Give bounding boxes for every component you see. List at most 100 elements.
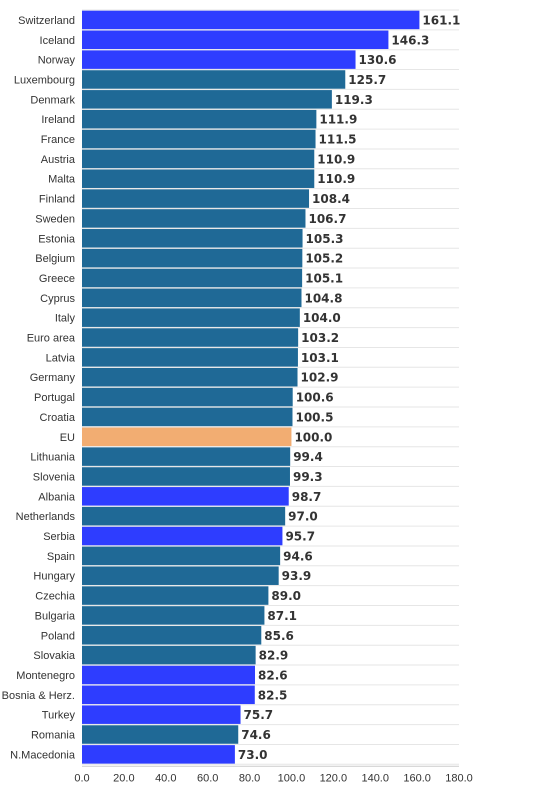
bar — [82, 506, 286, 526]
data-label: 82.9 — [259, 649, 289, 663]
x-tick-label: 40.0 — [155, 772, 176, 784]
category-label: Turkey — [42, 710, 76, 722]
category-label: Albania — [38, 491, 76, 503]
category-label: Netherlands — [16, 511, 76, 523]
category-label: Slovakia — [33, 650, 75, 662]
data-label: 100.5 — [295, 410, 333, 424]
bar — [82, 268, 303, 288]
x-tick-label: 100.0 — [278, 772, 306, 784]
data-label: 102.9 — [301, 371, 339, 385]
data-label: 110.9 — [317, 172, 355, 186]
bars — [82, 10, 420, 764]
category-label: Portugal — [34, 392, 75, 404]
category-label: Norway — [38, 55, 76, 67]
x-tick-label: 180.0 — [445, 772, 473, 784]
data-label: 95.7 — [285, 530, 315, 544]
data-label: 105.3 — [306, 232, 344, 246]
category-label: Iceland — [40, 35, 75, 47]
category-label: Slovenia — [33, 471, 76, 483]
data-label: 125.7 — [348, 73, 386, 87]
data-label: 93.9 — [282, 569, 312, 583]
bar — [82, 566, 279, 585]
data-label: 73.0 — [238, 748, 268, 762]
data-label: 106.7 — [308, 212, 346, 226]
category-label: EU — [60, 432, 75, 444]
data-label: 87.1 — [267, 609, 297, 623]
category-label: Austria — [41, 154, 76, 166]
bar — [82, 447, 291, 466]
category-label: Greece — [39, 273, 75, 285]
x-axis-ticks: 0.0 20.0 40.0 60.0 80.0 100.0 120.0 140.0 160.0 1… — [74, 772, 472, 784]
bar — [82, 407, 293, 427]
value-labels: 161.1 146.3 130.6 125.7 119.3 111.9 111.5 110.9… — [238, 13, 460, 761]
data-label: 85.6 — [264, 629, 294, 643]
bar — [82, 50, 356, 69]
data-label: 100.0 — [294, 430, 332, 444]
bar — [82, 109, 317, 129]
category-label: Serbia — [43, 531, 76, 543]
data-label: 110.9 — [317, 152, 355, 166]
x-tick-label: 160.0 — [403, 772, 431, 784]
data-label: 74.6 — [241, 728, 271, 742]
bar — [82, 665, 256, 685]
data-label: 103.1 — [301, 351, 339, 365]
data-label: 99.4 — [293, 450, 323, 464]
category-label: Switzerland — [18, 15, 75, 27]
data-label: 99.3 — [293, 470, 323, 484]
bar — [82, 90, 332, 109]
data-label: 105.1 — [305, 271, 343, 285]
bar — [82, 487, 289, 506]
x-tick-label: 0.0 — [74, 772, 89, 784]
category-label: Romania — [31, 730, 76, 742]
bar — [82, 606, 265, 625]
data-label: 105.2 — [305, 252, 343, 266]
data-label: 104.8 — [304, 291, 342, 305]
category-label: Poland — [41, 630, 75, 642]
x-tick-label: 140.0 — [361, 772, 389, 784]
data-label: 119.3 — [335, 93, 373, 107]
category-label: Estonia — [38, 233, 76, 245]
data-label: 82.5 — [258, 688, 288, 702]
bar — [82, 645, 256, 665]
category-label: Bulgaria — [35, 610, 76, 622]
data-label: 97.0 — [288, 510, 318, 524]
bar — [82, 129, 316, 149]
data-label: 161.1 — [422, 13, 460, 27]
data-label: 82.6 — [258, 668, 288, 682]
x-tick-label: 120.0 — [320, 772, 348, 784]
bar — [82, 288, 302, 308]
category-label: Italy — [55, 313, 76, 325]
bar — [82, 209, 306, 228]
category-label: Belgium — [35, 253, 75, 265]
category-label: Montenegro — [16, 670, 75, 682]
data-label: 94.6 — [283, 549, 313, 563]
bar — [82, 467, 290, 486]
bar — [82, 248, 303, 268]
bar — [82, 546, 281, 566]
category-label: N.Macedonia — [10, 749, 76, 761]
category-label: Hungary — [33, 571, 75, 583]
data-label: 98.7 — [292, 490, 322, 504]
bar — [82, 387, 293, 407]
x-tick-label: 60.0 — [197, 772, 218, 784]
data-label: 75.7 — [244, 708, 274, 722]
data-label: 103.2 — [301, 331, 339, 345]
category-label: Cyprus — [40, 293, 75, 305]
bar — [82, 526, 283, 546]
data-label: 100.6 — [296, 391, 334, 405]
bar — [82, 348, 298, 367]
bar — [82, 229, 303, 248]
bar — [82, 685, 255, 705]
bar — [82, 586, 269, 605]
bar — [82, 367, 298, 387]
category-label: Germany — [30, 372, 76, 384]
category-label: Denmark — [30, 94, 75, 106]
category-label: Luxembourg — [14, 74, 75, 86]
category-label: Sweden — [35, 213, 75, 225]
bar — [82, 30, 389, 50]
category-label: Latvia — [46, 352, 76, 364]
data-label: 146.3 — [391, 33, 429, 47]
bar — [82, 70, 346, 89]
data-label: 89.0 — [271, 589, 301, 603]
